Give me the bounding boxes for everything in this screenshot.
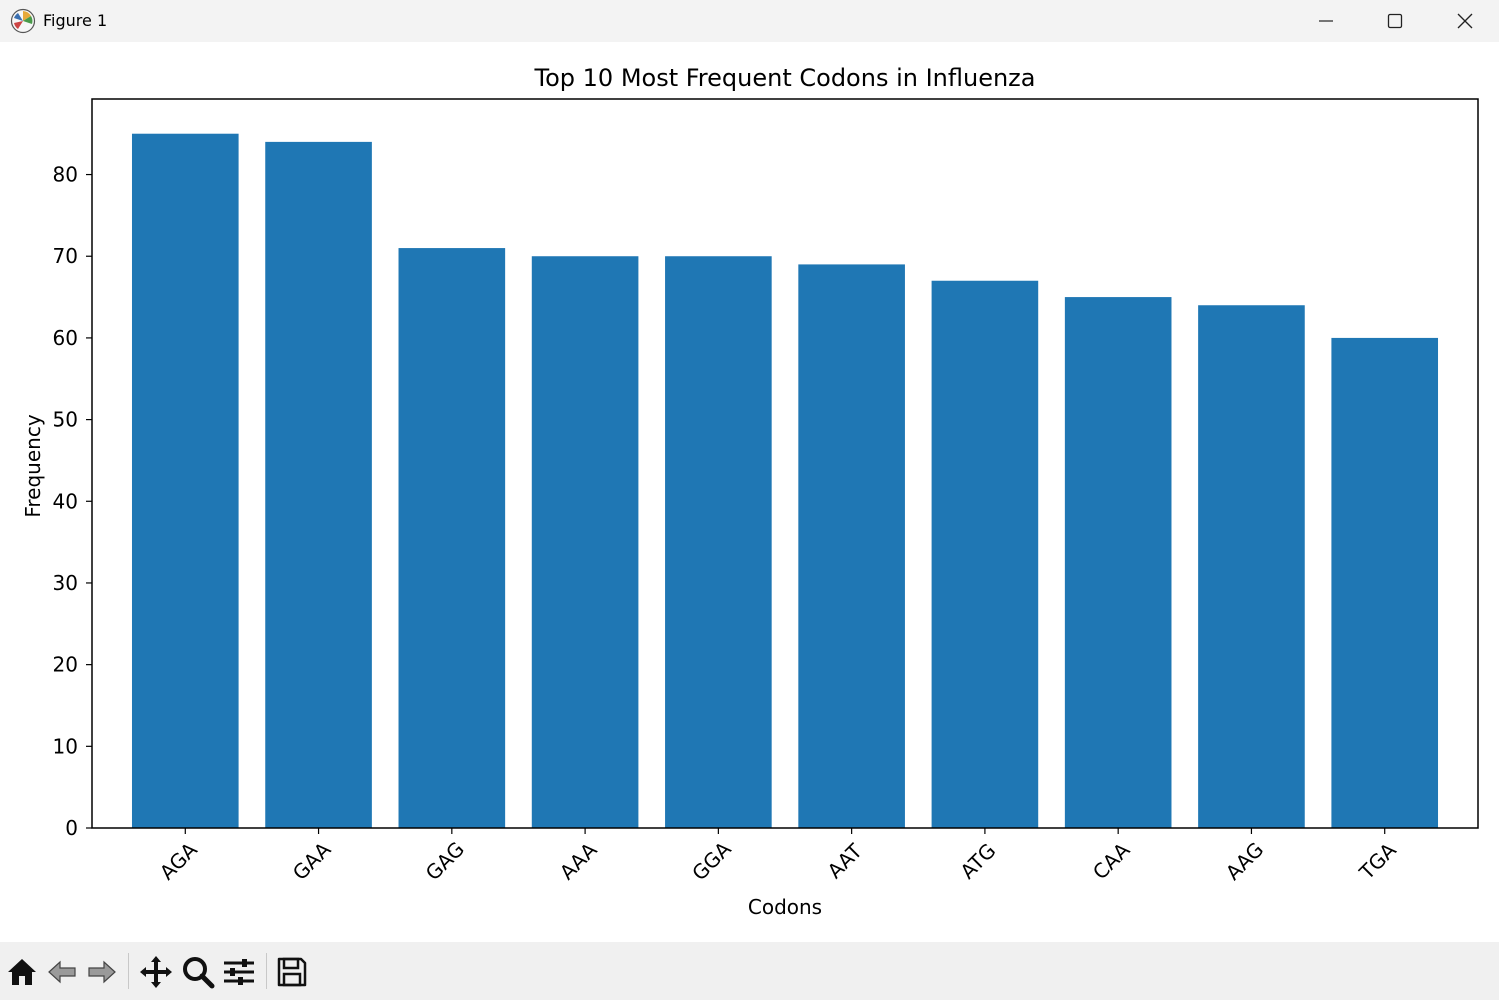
y-tick-label: 0: [65, 816, 78, 840]
x-tick-label: AAT: [823, 838, 868, 883]
back-button[interactable]: [44, 954, 80, 990]
back-arrow-icon: [46, 956, 78, 988]
bar-aaa: [531, 256, 639, 828]
x-tick-label: GGA: [687, 837, 736, 886]
window-titlebar: Figure 1: [0, 0, 1499, 42]
x-tick-label: AGA: [155, 837, 202, 884]
maximize-button[interactable]: [1360, 0, 1430, 42]
x-tick-label: TGA: [1354, 838, 1401, 885]
y-axis-ticks: 0 10 20 30 40 50 60 70 80: [53, 163, 92, 840]
bar-atg: [931, 280, 1039, 828]
forward-button[interactable]: [84, 954, 120, 990]
zoom-icon: [181, 955, 215, 989]
x-tick-label: AAA: [555, 837, 602, 884]
bar-gag: [398, 248, 506, 828]
home-icon: [6, 956, 38, 988]
maximize-icon: [1387, 13, 1403, 29]
configure-subplots-icon: [222, 955, 256, 989]
x-axis-ticks: AGA GAA GAG AAA GGA AAT ATG CAA AAG TGA: [155, 828, 1401, 885]
y-tick-label: 30: [53, 571, 78, 595]
y-tick-label: 50: [53, 408, 78, 432]
bar-aga: [131, 133, 239, 828]
matplotlib-app-icon: [10, 8, 36, 34]
bar-gaa: [265, 141, 372, 829]
close-button[interactable]: [1430, 0, 1499, 42]
pan-button[interactable]: [138, 954, 174, 990]
y-tick-label: 60: [53, 326, 78, 350]
toolbar-separator: [128, 953, 129, 989]
x-tick-label: ATG: [955, 838, 1000, 883]
bar-caa: [1064, 297, 1172, 828]
bar-aag: [1198, 305, 1305, 829]
bar-gga: [665, 256, 772, 828]
y-tick-label: 40: [53, 489, 78, 513]
y-axis-label: Frequency: [21, 414, 45, 517]
y-tick-label: 10: [53, 734, 78, 758]
bars-group: [131, 133, 1439, 829]
minimize-icon: [1318, 13, 1334, 29]
x-axis-label: Codons: [748, 895, 822, 919]
zoom-button[interactable]: [180, 954, 216, 990]
y-tick-label: 80: [53, 163, 78, 187]
pan-icon: [139, 955, 173, 989]
minimize-button[interactable]: [1291, 0, 1361, 42]
toolbar-separator: [266, 953, 267, 989]
save-icon: [276, 956, 308, 988]
axes-frame: [91, 98, 1479, 829]
x-tick-label: AAG: [1221, 837, 1268, 884]
x-tick-label: CAA: [1088, 838, 1135, 885]
y-tick-label: 70: [53, 244, 78, 268]
bar-aat: [798, 264, 905, 828]
window-title: Figure 1: [43, 11, 108, 30]
configure-subplots-button[interactable]: [221, 954, 257, 990]
bar-tga: [1331, 337, 1439, 828]
close-icon: [1457, 13, 1473, 29]
y-tick-label: 20: [53, 653, 78, 677]
bar-chart: Top 10 Most Frequent Codons in Influenza…: [21, 64, 1479, 919]
save-button[interactable]: [274, 954, 310, 990]
figure-canvas[interactable]: Top 10 Most Frequent Codons in Influenza…: [0, 42, 1499, 942]
x-tick-label: GAA: [288, 837, 336, 885]
chart-title: Top 10 Most Frequent Codons in Influenza: [534, 64, 1036, 92]
x-tick-label: GAG: [421, 837, 469, 885]
forward-arrow-icon: [86, 956, 118, 988]
home-button[interactable]: [4, 954, 40, 990]
